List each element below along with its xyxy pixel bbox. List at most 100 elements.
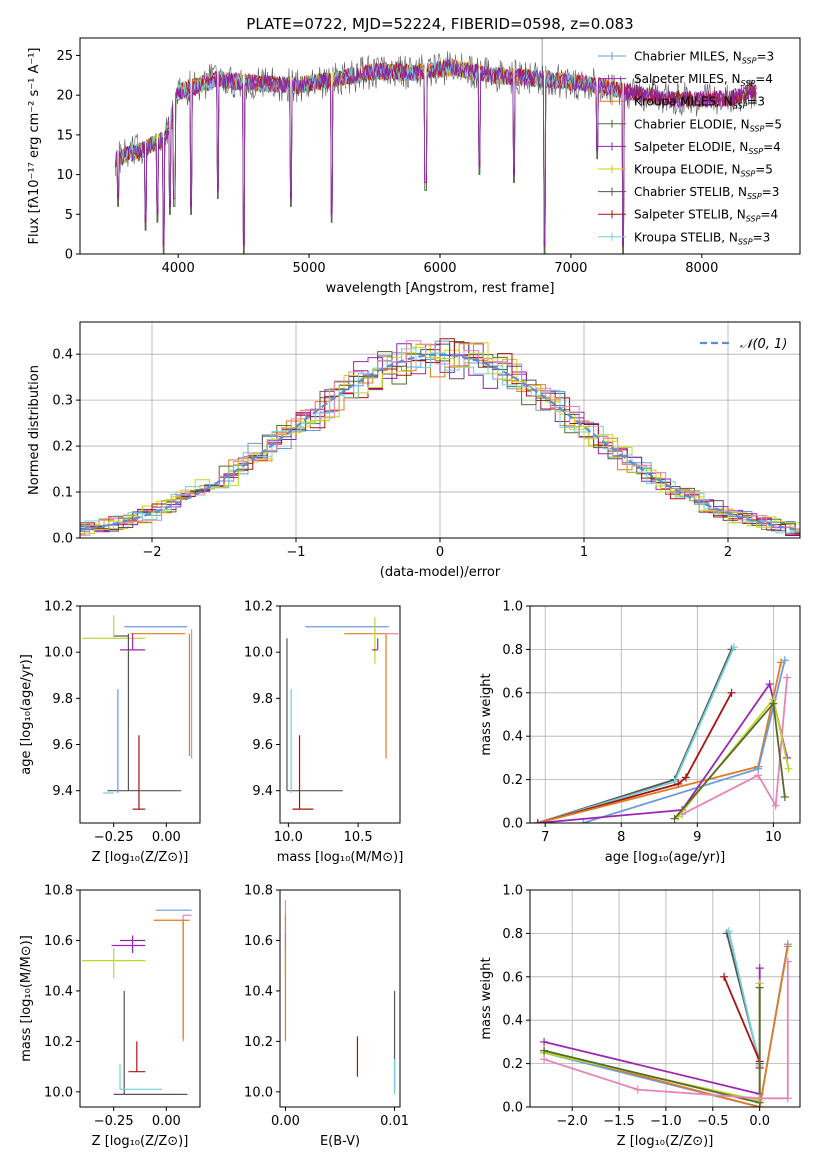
x-axis-label: mass [log₁₀(M/M⊙)] <box>277 850 404 865</box>
histogram-series <box>80 338 800 536</box>
y-tick-label: 0.2 <box>502 773 523 788</box>
y-tick-label: 10.0 <box>244 646 273 661</box>
spectrum-line <box>115 51 757 254</box>
y-tick-label: 0.2 <box>52 440 73 455</box>
normal-curve <box>80 353 800 531</box>
y-tick-label: 0.6 <box>502 970 523 985</box>
x-tick-label: 7 <box>541 830 549 845</box>
panel-mass_vs_ebv: 0.00 0.01 10.0 10.2 10.4 10.6 10.8 E(B-V) <box>244 884 409 1150</box>
y-tick-label: 10.8 <box>44 884 73 899</box>
y-tick-label: 0.2 <box>502 1057 523 1072</box>
y-axis-label: Flux [fλ10⁻¹⁷ erg cm⁻² s⁻¹ A⁻¹] <box>27 48 42 245</box>
plot-area <box>80 338 800 537</box>
legend-entry: Kroupa STELIB, NSSP=3 <box>634 230 770 246</box>
axes-frame <box>529 889 801 1108</box>
panel-spectrum: 4000 5000 6000 7000 8000 0 5 10 15 20 25 wavelength… <box>27 15 801 296</box>
x-axis-label: Z [log₁₀(Z/Z⊙)] <box>92 850 189 865</box>
y-tick-label: 10.0 <box>244 1085 273 1100</box>
x-tick-label: −1.5 <box>603 1114 635 1129</box>
y-tick-label: 10.0 <box>44 646 73 661</box>
x-tick-label: 5000 <box>293 261 326 276</box>
legend-entry: Salpeter ELODIE, NSSP=4 <box>634 140 781 156</box>
x-tick-label: 10 <box>765 830 782 845</box>
plot-area <box>286 617 399 810</box>
panel-age_vs_Z: −0.25 0.00 9.4 9.6 9.8 10.0 10.2 Z [log₁₀(Z/Z⊙)… <box>19 600 201 865</box>
histogram-series <box>80 346 800 537</box>
y-tick-label: 0.0 <box>502 1101 523 1116</box>
histogram-series <box>80 348 800 534</box>
x-tick-label: −2 <box>142 545 161 560</box>
y-tick-label: 10.2 <box>244 600 273 615</box>
y-tick-label: 0.1 <box>52 486 73 501</box>
y-axis-label: age [log₁₀(age/yr)] <box>19 654 34 775</box>
x-tick-label: 1 <box>580 545 588 560</box>
x-tick-label: 0.01 <box>380 1114 409 1129</box>
y-tick-label: 9.4 <box>52 784 73 799</box>
x-tick-label: 8000 <box>685 261 718 276</box>
x-axis-label: (data-model)/error <box>380 565 501 580</box>
y-tick-label: 0 <box>65 248 73 263</box>
x-tick-label: −0.5 <box>697 1114 729 1129</box>
y-tick-label: 10.8 <box>244 884 273 899</box>
chart-title: PLATE=0722, MJD=52224, FIBERID=0598, z=0… <box>246 15 633 33</box>
x-tick-label: 0.00 <box>152 1114 181 1129</box>
panel-residuals: −2 −1 0 1 2 0.0 0.1 0.2 0.3 0.4 (data-model)/error… <box>27 321 801 580</box>
y-tick-label: 0.8 <box>502 927 523 942</box>
x-tick-label: 8 <box>617 830 625 845</box>
plot-area <box>533 643 793 823</box>
x-tick-label: 9 <box>693 830 701 845</box>
y-tick-label: 9.8 <box>252 692 273 707</box>
legend-entry: Chabrier ELODIE, NSSP=5 <box>634 117 782 133</box>
x-tick-label: 0.00 <box>152 830 181 845</box>
spectrum-line <box>114 59 757 247</box>
y-tick-label: 10.6 <box>44 934 73 949</box>
weight-line <box>543 968 761 1096</box>
y-tick-label: 9.6 <box>52 738 73 753</box>
y-tick-label: 20 <box>56 89 73 104</box>
y-tick-label: 10.6 <box>244 934 273 949</box>
axes-frame <box>279 605 401 824</box>
y-tick-label: 5 <box>65 208 73 223</box>
panel-weight_vs_age: 7 8 9 10 0.0 0.2 0.4 0.6 0.8 1.0 age [log₁₀(age/yr… <box>479 600 801 865</box>
weight-line <box>537 681 788 823</box>
y-tick-label: 1.0 <box>502 600 523 615</box>
weight-line <box>537 692 733 823</box>
plot-area <box>114 38 757 254</box>
y-tick-label: 9.8 <box>52 692 73 707</box>
y-tick-label: 0.4 <box>502 730 523 745</box>
x-axis-label: age [log₁₀(age/yr)] <box>605 850 726 865</box>
spectrum-line <box>114 59 627 239</box>
panel-mass_vs_Z: −0.25 0.00 10.0 10.2 10.4 10.6 10.8 Z [log₁₀(Z/… <box>19 884 201 1149</box>
x-tick-label: −0.25 <box>94 1114 134 1129</box>
legend-entry: Chabrier MILES, NSSP=3 <box>634 50 774 66</box>
x-tick-label: 7000 <box>554 261 587 276</box>
y-axis-label: Normed distribution <box>27 365 42 495</box>
legend-entry: Salpeter STELIB, NSSP=4 <box>634 208 778 224</box>
x-tick-label: 0.00 <box>271 1114 300 1129</box>
legend-entry: Chabrier STELIB, NSSP=3 <box>634 185 779 201</box>
plot-area <box>284 900 396 1095</box>
plot-area <box>540 927 792 1107</box>
x-tick-label: −0.25 <box>94 830 134 845</box>
y-tick-label: 25 <box>56 49 73 64</box>
weight-line <box>681 677 788 816</box>
panel-weight_vs_Z: −2.0 −1.5 −1.0 −0.5 0.0 0.0 0.2 0.4 0.6 0.8 1.0 Z [… <box>479 884 801 1149</box>
x-tick-label: 6000 <box>423 261 456 276</box>
x-tick-label: 0.0 <box>749 1114 770 1129</box>
y-axis-label: mass weight <box>479 673 494 755</box>
y-tick-label: 1.0 <box>502 884 523 899</box>
axes-frame <box>279 889 401 1108</box>
x-tick-label: 4000 <box>162 261 195 276</box>
x-axis-label: Z [log₁₀(Z/Z⊙)] <box>92 1134 189 1149</box>
y-axis-label: mass [log₁₀(M/M⊙)] <box>19 935 34 1062</box>
weight-line <box>543 983 761 1102</box>
x-tick-label: 10.5 <box>344 830 373 845</box>
x-tick-label: −2.0 <box>556 1114 588 1129</box>
y-tick-label: 10.2 <box>44 600 73 615</box>
y-tick-label: 0.8 <box>502 643 523 658</box>
legend-entry: Kroupa MILES, NSSP=3 <box>634 95 765 111</box>
x-tick-label: −1.0 <box>650 1114 682 1129</box>
axes-frame <box>79 605 201 824</box>
spectrum-line <box>114 59 757 247</box>
